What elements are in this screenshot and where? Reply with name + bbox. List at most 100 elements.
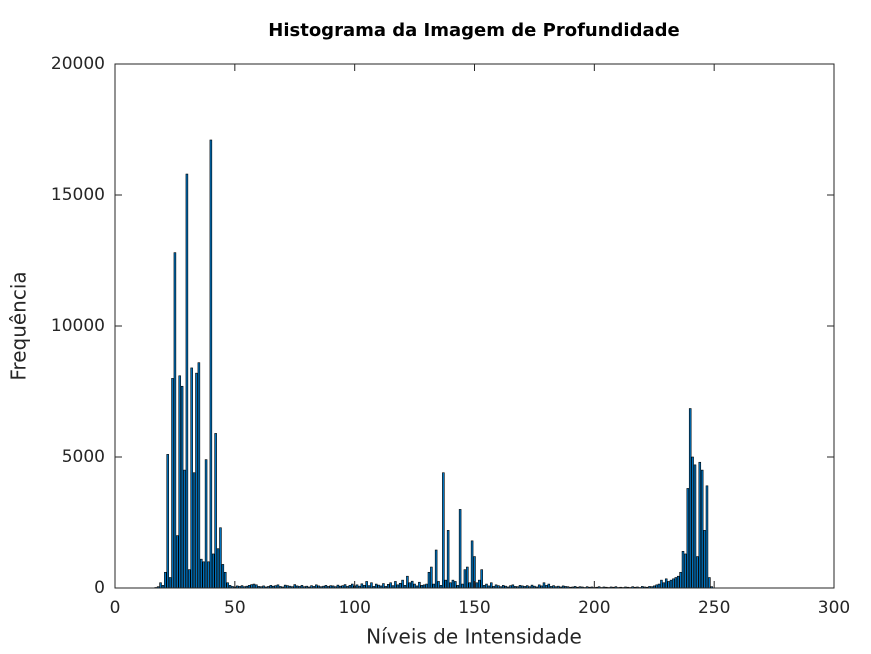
- bar: [382, 583, 385, 589]
- bar: [406, 575, 409, 589]
- bar: [691, 456, 694, 589]
- bar: [209, 139, 213, 589]
- bar: [188, 569, 191, 589]
- x-tick-label: 300: [818, 598, 850, 618]
- bar: [475, 582, 479, 589]
- bar: [470, 540, 474, 589]
- bar: [688, 408, 692, 589]
- bar: [197, 362, 201, 589]
- bar: [463, 569, 467, 589]
- bar: [437, 581, 440, 589]
- bar: [408, 582, 412, 589]
- chart-title: Histograma da Imagem de Profundidade: [268, 20, 679, 41]
- bar: [657, 583, 661, 589]
- bar: [207, 561, 210, 589]
- bar: [698, 461, 702, 589]
- x-tick-label: 50: [224, 598, 246, 618]
- bar: [684, 553, 687, 589]
- bar: [490, 582, 493, 589]
- bar: [190, 367, 193, 589]
- bar: [200, 558, 203, 589]
- bar: [693, 464, 697, 589]
- bar: [195, 372, 198, 589]
- bar: [458, 509, 462, 589]
- bar: [180, 385, 184, 589]
- bar: [214, 433, 217, 589]
- bar: [427, 571, 431, 589]
- bar: [461, 583, 464, 589]
- bar: [425, 583, 428, 589]
- bar: [672, 578, 675, 589]
- bar: [700, 469, 704, 589]
- x-tick-label: 0: [110, 598, 121, 618]
- bar: [667, 581, 670, 589]
- y-tick-label: 5000: [62, 447, 105, 467]
- bar: [418, 581, 421, 589]
- bar: [434, 549, 438, 589]
- bar: [343, 584, 347, 589]
- bar: [176, 535, 179, 589]
- x-axis-label: Níveis de Intensidade: [366, 625, 582, 649]
- bar: [446, 530, 450, 589]
- bar: [703, 530, 706, 589]
- bar: [164, 571, 167, 589]
- bar: [192, 472, 196, 589]
- x-tick-label: 200: [578, 598, 610, 618]
- bar: [386, 584, 390, 589]
- x-tick-label: 250: [698, 598, 730, 618]
- bar: [394, 581, 397, 589]
- bar: [681, 551, 685, 589]
- bar: [708, 577, 711, 589]
- bar: [185, 173, 189, 589]
- bar: [466, 566, 469, 589]
- bar: [547, 583, 551, 589]
- bar: [432, 583, 436, 589]
- bar: [430, 566, 433, 589]
- y-tick-label: 20000: [51, 54, 105, 74]
- bar: [168, 577, 172, 589]
- bar: [686, 488, 690, 589]
- bar: [293, 584, 297, 589]
- bar: [660, 579, 663, 589]
- bar: [226, 582, 229, 589]
- bar: [413, 583, 416, 589]
- bar: [202, 561, 205, 589]
- bar: [662, 582, 666, 589]
- bar: [370, 582, 373, 589]
- bar: [204, 459, 208, 589]
- bar: [219, 527, 222, 589]
- x-tick-label: 100: [338, 598, 370, 618]
- bar: [374, 583, 378, 589]
- y-tick-label: 0: [94, 578, 105, 598]
- bar: [223, 571, 227, 589]
- bar: [183, 469, 186, 589]
- bar: [250, 584, 253, 589]
- y-tick-label: 15000: [51, 185, 105, 205]
- bar: [178, 375, 181, 589]
- bar: [454, 581, 457, 589]
- bar: [360, 583, 364, 589]
- bar: [410, 580, 414, 589]
- bar: [468, 582, 471, 589]
- bar: [173, 252, 177, 589]
- bar: [676, 575, 680, 589]
- bar: [478, 579, 481, 589]
- bar: [451, 579, 455, 589]
- bar: [398, 582, 402, 589]
- bar: [664, 578, 668, 589]
- bar: [674, 577, 678, 589]
- bar: [696, 556, 699, 589]
- bar: [442, 472, 445, 589]
- bar: [221, 564, 225, 589]
- bar: [252, 583, 256, 589]
- bar: [542, 582, 546, 589]
- bar: [705, 485, 709, 589]
- bar: [351, 583, 354, 589]
- bar: [212, 553, 215, 589]
- bar: [444, 579, 447, 589]
- bar: [480, 569, 483, 589]
- bar: [389, 582, 392, 589]
- bar: [449, 582, 452, 589]
